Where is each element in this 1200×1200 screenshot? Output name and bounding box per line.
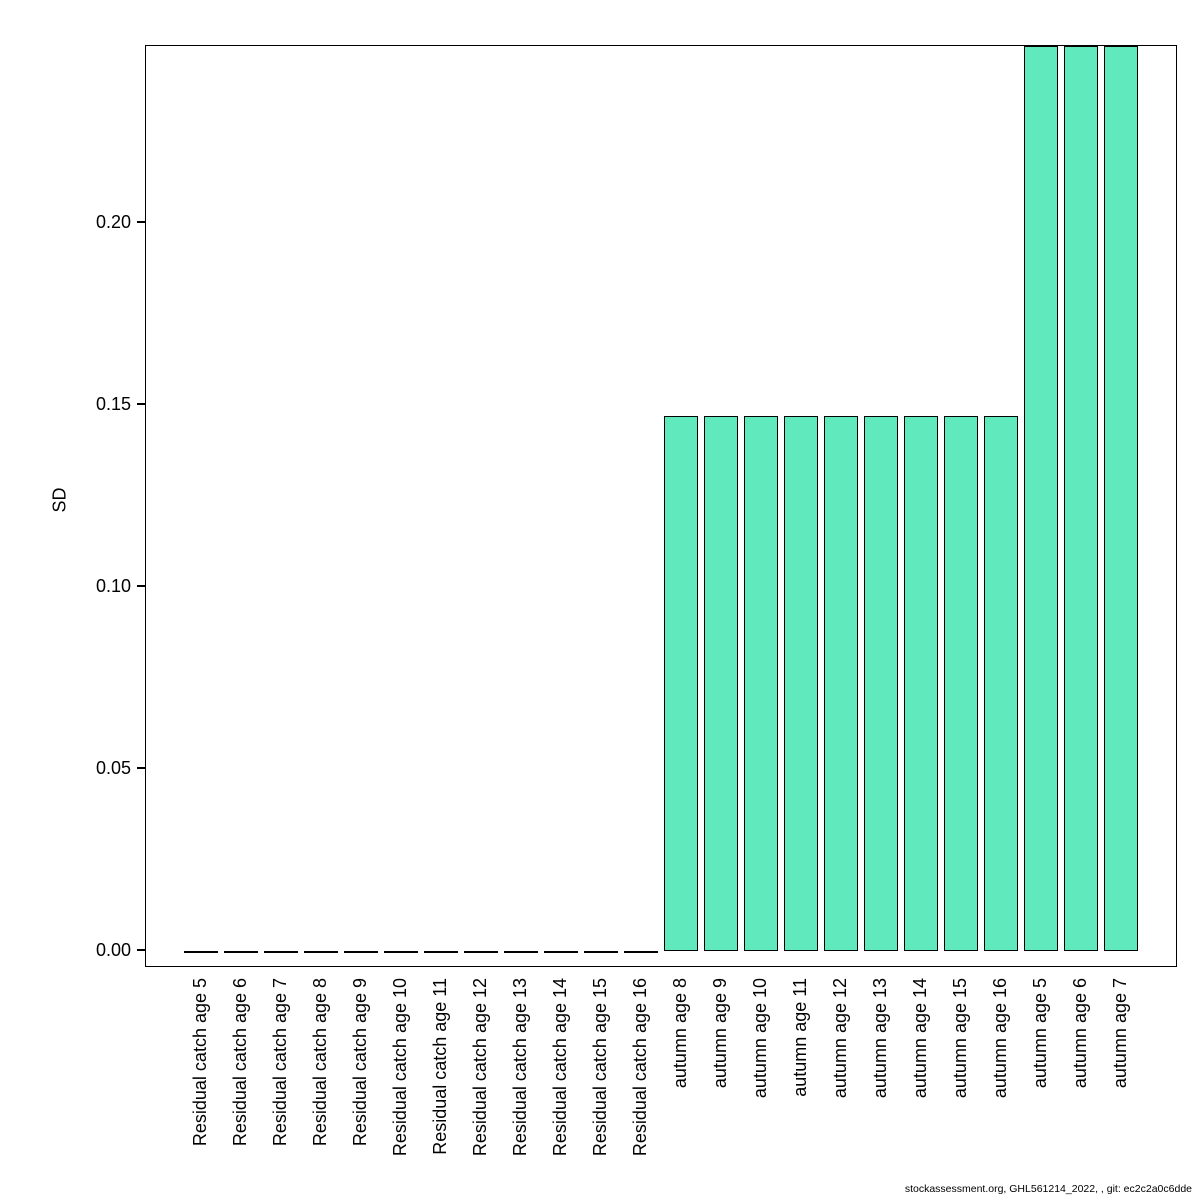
y-tick-mark — [137, 949, 145, 951]
x-axis-label: autumn age 10 — [750, 978, 770, 1099]
x-axis-label: autumn age 16 — [990, 978, 1010, 1099]
x-axis-label: Residual catch age 6 — [230, 978, 250, 1147]
x-axis-label: Residual catch age 13 — [510, 978, 530, 1157]
bar-residual-catch-age-8 — [304, 951, 338, 954]
bar-residual-catch-age-6 — [224, 951, 258, 954]
x-axis-label: Residual catch age 11 — [430, 978, 450, 1155]
x-axis-label: autumn age 6 — [1070, 978, 1090, 1089]
bar-residual-catch-age-9 — [344, 951, 378, 954]
bar-autumn-age-13 — [864, 415, 898, 952]
y-tick-label: 0.20 — [95, 211, 131, 232]
y-tick-mark — [137, 767, 145, 769]
x-axis-label: autumn age 12 — [830, 978, 850, 1099]
x-axis-label: autumn age 14 — [910, 978, 930, 1099]
bar-residual-catch-age-16 — [624, 951, 658, 954]
bar-autumn-age-6 — [1064, 46, 1098, 952]
y-tick-mark — [137, 221, 145, 223]
x-axis-label: autumn age 8 — [670, 978, 690, 1089]
x-axis-label: autumn age 11 — [790, 978, 810, 1097]
y-tick-label: 0.15 — [95, 393, 131, 414]
bar-residual-catch-age-15 — [584, 951, 618, 954]
x-axis-label: Residual catch age 12 — [470, 978, 490, 1157]
x-axis-label: Residual catch age 5 — [190, 978, 210, 1147]
bar-autumn-age-14 — [904, 415, 938, 952]
bar-autumn-age-9 — [704, 415, 738, 952]
x-axis-label: Residual catch age 10 — [390, 978, 410, 1157]
bar-autumn-age-16 — [984, 415, 1018, 952]
bar-residual-catch-age-11 — [424, 951, 458, 954]
x-axis-label: Residual catch age 8 — [310, 978, 330, 1147]
bar-residual-catch-age-7 — [264, 951, 298, 954]
y-axis-title: SD — [49, 487, 70, 513]
x-axis-label: autumn age 13 — [870, 978, 890, 1099]
y-tick-mark — [137, 585, 145, 587]
bar-autumn-age-10 — [744, 415, 778, 952]
bar-autumn-age-5 — [1024, 46, 1058, 952]
y-tick-label: 0.00 — [95, 940, 131, 961]
plot-area — [145, 45, 1177, 967]
x-axis-label: autumn age 15 — [950, 978, 970, 1099]
bar-residual-catch-age-14 — [544, 951, 578, 954]
x-axis-label: autumn age 7 — [1110, 978, 1130, 1089]
x-axis-label: Residual catch age 15 — [590, 978, 610, 1157]
x-axis-label: autumn age 5 — [1030, 978, 1050, 1089]
x-axis-label: Residual catch age 7 — [270, 978, 290, 1147]
bar-residual-catch-age-13 — [504, 951, 538, 954]
y-tick-mark — [137, 403, 145, 405]
bar-residual-catch-age-5 — [184, 951, 218, 954]
bar-autumn-age-11 — [784, 415, 818, 952]
bar-residual-catch-age-12 — [464, 951, 498, 954]
bar-autumn-age-15 — [944, 415, 978, 952]
bar-autumn-age-12 — [824, 415, 858, 952]
x-axis-label: Residual catch age 9 — [350, 978, 370, 1147]
x-axis-label: Residual catch age 16 — [630, 978, 650, 1157]
x-axis-label: Residual catch age 14 — [550, 978, 570, 1157]
x-axis-label: autumn age 9 — [710, 978, 730, 1089]
bar-autumn-age-7 — [1104, 46, 1138, 952]
bar-residual-catch-age-10 — [384, 951, 418, 954]
y-tick-label: 0.10 — [95, 576, 131, 596]
footer-text: stockassessment.org, GHL561214_2022, , g… — [904, 1183, 1192, 1195]
y-tick-label: 0.05 — [95, 758, 131, 779]
bar-autumn-age-8 — [664, 415, 698, 952]
